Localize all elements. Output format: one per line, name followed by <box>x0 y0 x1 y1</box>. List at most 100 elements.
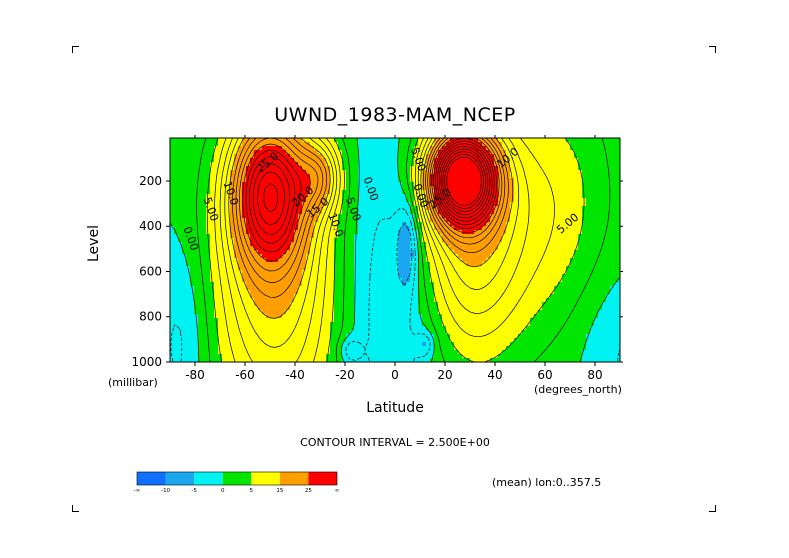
field-cell <box>398 170 403 175</box>
field-cell <box>302 218 307 223</box>
field-cell <box>398 334 403 339</box>
field-cell <box>458 290 463 295</box>
field-cell <box>402 138 407 143</box>
field-cell <box>346 302 351 307</box>
field-cell <box>474 186 479 191</box>
field-cell <box>238 158 243 163</box>
field-cell <box>390 226 395 231</box>
field-cell <box>418 262 423 267</box>
field-cell <box>514 310 519 315</box>
field-cell <box>310 154 315 159</box>
field-cell <box>234 142 239 147</box>
field-cell <box>186 170 191 175</box>
field-cell <box>198 306 203 311</box>
field-cell <box>414 242 419 247</box>
field-cell <box>278 342 283 347</box>
field-cell <box>494 194 499 199</box>
field-cell <box>334 230 339 235</box>
field-cell <box>350 274 355 279</box>
field-cell <box>366 314 371 319</box>
field-cell <box>298 290 303 295</box>
field-cell <box>398 350 403 355</box>
field-cell <box>474 242 479 247</box>
field-cell <box>258 226 263 231</box>
field-cell <box>390 142 395 147</box>
field-cell <box>198 302 203 307</box>
field-cell <box>386 186 391 191</box>
field-cell <box>266 358 271 362</box>
field-cell <box>478 350 483 355</box>
field-cell <box>274 306 279 311</box>
field-cell <box>378 218 383 223</box>
field-cell <box>334 338 339 343</box>
field-cell <box>486 322 491 327</box>
field-cell <box>470 358 475 362</box>
field-cell <box>310 298 315 303</box>
field-cell <box>498 162 503 167</box>
field-cell <box>366 270 371 275</box>
field-cell <box>482 266 487 271</box>
field-cell <box>410 206 415 211</box>
field-cell <box>250 298 255 303</box>
field-cell <box>314 262 319 267</box>
field-cell <box>226 262 231 267</box>
field-cell <box>234 150 239 155</box>
field-cell <box>170 254 175 259</box>
field-cell <box>414 202 419 207</box>
field-cell <box>250 154 255 159</box>
field-cell <box>262 162 267 167</box>
field-cell <box>374 226 379 231</box>
field-cell <box>178 158 183 163</box>
field-cell <box>374 286 379 291</box>
field-cell <box>474 178 479 183</box>
field-cell <box>362 334 367 339</box>
field-cell <box>362 314 367 319</box>
field-cell <box>494 282 499 287</box>
field-cell <box>298 254 303 259</box>
field-cell <box>282 226 287 231</box>
field-cell <box>210 238 215 243</box>
field-cell <box>370 278 375 283</box>
field-cell <box>206 158 211 163</box>
field-cell <box>250 338 255 343</box>
field-cell <box>378 146 383 151</box>
field-cell <box>398 154 403 159</box>
field-cell <box>274 322 279 327</box>
field-cell <box>390 314 395 319</box>
field-cell <box>446 242 451 247</box>
field-cell <box>198 198 203 203</box>
field-cell <box>246 226 251 231</box>
field-cell <box>386 306 391 311</box>
field-cell <box>450 198 455 203</box>
field-cell <box>282 222 287 227</box>
field-cell <box>334 286 339 291</box>
field-cell <box>254 174 259 179</box>
field-cell <box>398 174 403 179</box>
field-cell <box>514 138 519 143</box>
field-cell <box>194 322 199 327</box>
field-cell <box>430 322 435 327</box>
field-cell <box>298 306 303 311</box>
field-cell <box>490 262 495 267</box>
field-cell <box>358 238 363 243</box>
field-cell <box>510 154 515 159</box>
field-cell <box>510 346 515 351</box>
field-cell <box>206 354 211 359</box>
field-cell <box>322 238 327 243</box>
field-cell <box>170 170 175 175</box>
field-cell <box>410 306 415 311</box>
field-cell <box>338 302 343 307</box>
field-cell <box>222 226 227 231</box>
field-cell <box>514 314 519 319</box>
field-cell <box>178 282 183 287</box>
field-cell <box>334 306 339 311</box>
field-cell <box>390 302 395 307</box>
field-cell <box>470 190 475 195</box>
field-cell <box>302 254 307 259</box>
field-cell <box>418 162 423 167</box>
field-cell <box>250 206 255 211</box>
field-cell <box>178 178 183 183</box>
field-cell <box>482 222 487 227</box>
field-cell <box>210 190 215 195</box>
field-cell <box>446 294 451 299</box>
